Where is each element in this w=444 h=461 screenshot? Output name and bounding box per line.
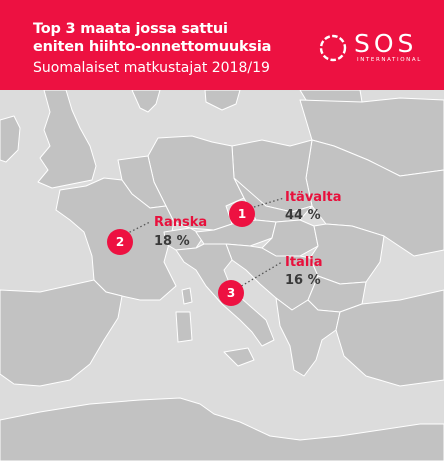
- logo-tagline: INTERNATIONAL: [357, 57, 422, 63]
- label-country-austria: Itävalta: [285, 190, 342, 205]
- logo-wordmark: SOS: [354, 29, 418, 58]
- page-title: Top 3 maata jossa sattui eniten hiihto-o…: [33, 21, 272, 55]
- page-subtitle: Suomalaiset matkustajat 2018/19: [33, 60, 270, 76]
- label-country-france: Ranska: [154, 215, 208, 230]
- sos-logo: SOS INTERNATIONAL: [317, 29, 429, 69]
- marker-rank-2: 2: [107, 229, 133, 255]
- label-country-italy: Italia: [285, 255, 323, 270]
- label-share-france: 18 %: [154, 234, 190, 249]
- header-banner: Top 3 maata jossa sattui eniten hiihto-o…: [0, 0, 444, 90]
- label-share-italy: 16 %: [285, 273, 321, 288]
- marker-rank-1: 1: [229, 201, 255, 227]
- logo-circle-icon: [319, 34, 347, 62]
- label-share-austria: 44 %: [285, 208, 321, 223]
- europe-map: [0, 90, 444, 461]
- marker-rank-3: 3: [218, 280, 244, 306]
